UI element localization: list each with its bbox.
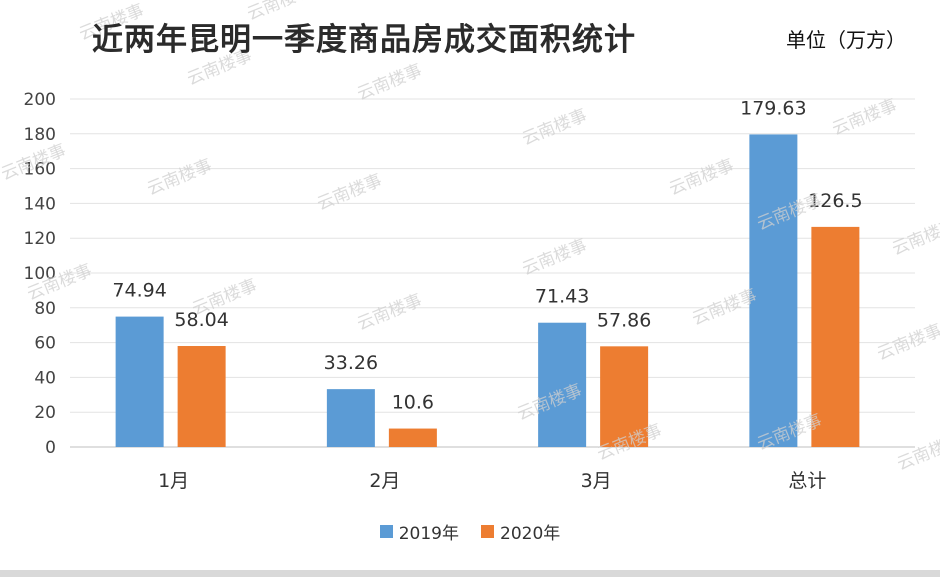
watermark-text: 云南楼事	[354, 61, 425, 105]
bottom-band	[0, 570, 940, 577]
chart-title: 近两年昆明一季度商品房成交面积统计	[92, 22, 636, 58]
data-labels: 74.94 58.04 33.26 10.6 71.43 57.86 179.63 126.5	[112, 97, 862, 413]
data-label: 10.6	[392, 392, 434, 414]
y-tick-label: 120	[24, 229, 56, 249]
x-tick-label: 1月	[158, 470, 189, 492]
watermark-text: 云南楼事	[689, 286, 760, 330]
watermark-text: 云南楼事	[519, 106, 590, 150]
y-tick-label: 0	[45, 438, 56, 458]
watermark-text: 云南楼事	[354, 291, 425, 335]
bar-2019年-2月	[326, 389, 375, 447]
bar-2019年-3月	[538, 322, 587, 447]
bar-2020年-2月	[388, 428, 437, 447]
legend-item-2019: 2019年	[379, 519, 459, 544]
data-label: 71.43	[535, 286, 589, 308]
data-label: 179.63	[740, 97, 806, 119]
legend: 2019年 2020年	[0, 519, 940, 544]
data-label: 33.26	[324, 352, 378, 374]
y-axis-ticks: 0 20 40 60 80 100 120 140 160 180 200	[24, 90, 56, 458]
y-tick-label: 80	[34, 299, 56, 319]
y-tick-label: 60	[34, 334, 56, 354]
watermark-text: 云南楼事	[874, 321, 940, 365]
watermark-text: 云南楼事	[889, 216, 940, 260]
y-tick-label: 100	[24, 264, 56, 284]
legend-label-2020: 2020年	[500, 524, 561, 544]
bar-2019年-总计	[749, 134, 798, 448]
x-tick-label: 2月	[369, 470, 400, 492]
watermark-text: 云南楼事	[894, 431, 940, 475]
bar-2020年-总计	[811, 226, 860, 447]
watermark-text: 云南楼事	[144, 156, 215, 200]
watermark-text: 云南楼事	[829, 96, 900, 140]
y-tick-label: 160	[24, 160, 56, 180]
legend-swatch-2020	[481, 525, 494, 538]
legend-label-2019: 2019年	[398, 524, 459, 544]
x-tick-label: 总计	[788, 470, 826, 492]
x-tick-label: 3月	[581, 470, 612, 492]
watermark-text: 云南楼事	[314, 171, 385, 215]
data-label: 74.94	[112, 280, 166, 302]
x-axis-ticks: 1月 2月 3月 总计	[158, 470, 826, 492]
y-tick-label: 40	[34, 368, 56, 388]
data-label: 57.86	[597, 309, 651, 331]
legend-swatch-2019	[379, 525, 393, 538]
data-label: 58.04	[174, 309, 228, 331]
unit-label: 单位（万方）	[786, 28, 906, 52]
y-tick-label: 200	[24, 90, 56, 110]
legend-item-2020: 2020年	[481, 519, 560, 544]
bar-2020年-1月	[177, 346, 226, 447]
y-tick-label: 20	[34, 403, 56, 423]
bar-2020年-3月	[600, 346, 649, 447]
y-tick-label: 140	[24, 194, 56, 214]
y-tick-label: 180	[24, 125, 56, 145]
bar-2019年-1月	[115, 316, 164, 447]
data-label: 126.5	[808, 190, 862, 212]
bars	[115, 134, 860, 448]
watermark-text: 云南楼事	[666, 156, 737, 200]
